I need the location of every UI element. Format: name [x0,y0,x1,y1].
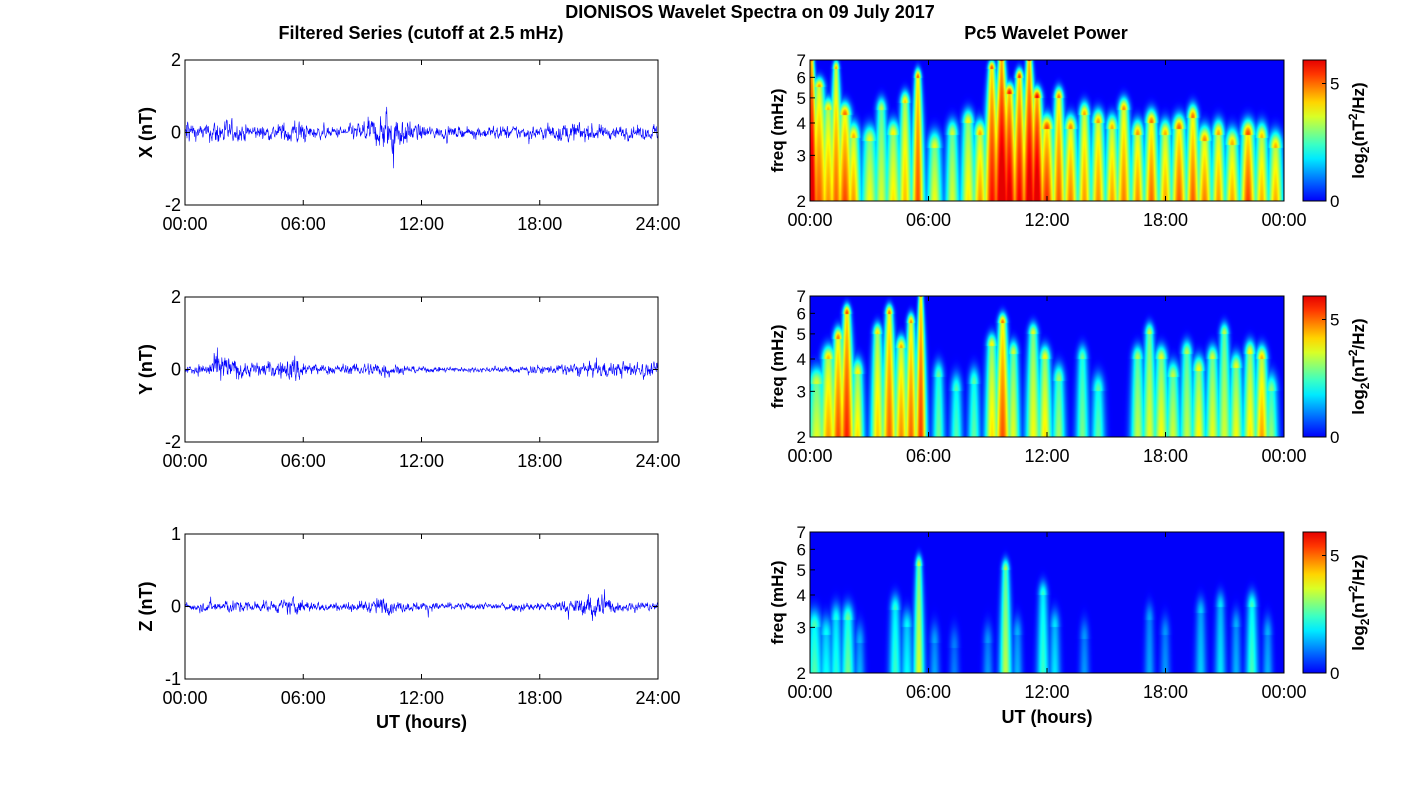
line-y-ytick-label: 2 [171,287,181,307]
wavelet-z-ytick-label: 3 [797,618,806,637]
line-z-xtick-label: 00:00 [162,688,207,708]
line-y-ytick-label: 0 [171,360,181,380]
wavelet-x-xtick-label: 00:00 [787,210,832,230]
wavelet-z-colorbar-tick-label: 0 [1330,664,1339,683]
wavelet-y-xtick-label: 06:00 [906,446,951,466]
wavelet-z-heatmap-image [810,532,1284,673]
wavelet-y-colorbar-label: log2(nT2/Hz) [1346,318,1372,414]
line-x-xtick-label: 24:00 [635,214,680,234]
line-z-xtick-label: 24:00 [635,688,680,708]
line-x-ytick-label: 0 [171,123,181,143]
line-z-ytick-label: -1 [165,669,181,689]
line-y-xtick-label: 24:00 [635,451,680,471]
z-wavelet-panel: 2 3 4 5 67 00:00 06:00 12:00 18:00 00:00 freq (mHz… [768,523,1372,727]
wavelet-z-xtick-label: 06:00 [906,682,951,702]
left-column-title: Filtered Series (cutoff at 2.5 mHz) [278,23,563,43]
line-x-ytick-label: 2 [171,50,181,70]
wavelet-y-ylabel: freq (mHz) [768,324,787,408]
wavelet-x-ytick-label: 4 [797,114,806,133]
line-y-ytick-label: -2 [165,432,181,452]
wavelet-x-ylabel: freq (mHz) [768,88,787,172]
wavelet-x-ytick-label: 6 [797,68,806,87]
line-y-xtick-label: 12:00 [399,451,444,471]
wavelet-z-ytick-label: 2 [797,664,806,683]
wavelet-y-xtick-label: 18:00 [1143,446,1188,466]
x-series-panel: -2 0 2 00:00 06:00 12:00 18:00 24:00 X (nT) [136,50,681,234]
line-z-ylabel: Z (nT) [136,582,156,632]
wavelet-x-ytick-label: 7 [797,51,806,70]
line-x-xtick-label: 18:00 [517,214,562,234]
line-y-series-line [185,347,658,382]
wavelet-z-ytick-label: 7 [797,523,806,542]
line-x-ytick-label: -2 [165,195,181,215]
line-z-xtick-label: 12:00 [399,688,444,708]
wavelet-x-ytick-label: 5 [797,89,806,108]
wavelet-x-heatmap-image [810,60,1284,201]
wavelet-y-ytick-label: 4 [797,350,806,369]
wavelet-x-colorbar-label: log2(nT2/Hz) [1346,82,1372,178]
wavelet-y-ytick-label: 2 [797,428,806,447]
wavelet-z-xtick-label: 18:00 [1143,682,1188,702]
wavelet-y-xtick-label: 00:00 [787,446,832,466]
wavelet-x-ytick-label: 2 [797,192,806,211]
wavelet-x-xtick-label: 12:00 [1024,210,1069,230]
line-x-ylabel: X (nT) [136,107,156,158]
wavelet-x-xtick-label: 06:00 [906,210,951,230]
wavelet-z-colorbar-tick-label: 5 [1330,547,1339,566]
line-x-xtick-label: 12:00 [399,214,444,234]
wavelet-y-colorbar-tick-label: 5 [1330,311,1339,330]
line-z-ytick-label: 1 [171,524,181,544]
wavelet-z-xtick-label: 00:00 [1261,682,1306,702]
wavelet-y-ytick-label: 6 [797,304,806,323]
wavelet-z-xtick-label: 00:00 [787,682,832,702]
line-y-xtick-label: 06:00 [281,451,326,471]
wavelet-y-ytick-label: 7 [797,287,806,306]
wavelet-x-xtick-label: 00:00 [1261,210,1306,230]
wavelet-z-ytick-label: 4 [797,586,806,605]
wavelet-y-xtick-label: 00:00 [1261,446,1306,466]
wavelet-y-ytick-label: 3 [797,382,806,401]
wavelet-z-xtick-label: 12:00 [1024,682,1069,702]
wavelet-z-ytick-label: 6 [797,540,806,559]
line-y-ylabel: Y (nT) [136,344,156,395]
y-series-panel: -2 0 2 00:00 06:00 12:00 18:00 24:00 Y (nT) [136,287,681,471]
wavelet-y-colorbar-tick-label: 0 [1330,428,1339,447]
line-x-xtick-label: 06:00 [281,214,326,234]
wavelet-y-heatmap-image [810,296,1284,437]
wavelet-z-xlabel: UT (hours) [1002,707,1093,727]
wavelet-y-colorbar [1302,295,1327,438]
wavelet-z-ylabel: freq (mHz) [768,560,787,644]
wavelet-z-ytick-label: 5 [797,561,806,580]
line-z-xlabel: UT (hours) [376,712,467,732]
wavelet-x-xtick-label: 18:00 [1143,210,1188,230]
y-wavelet-panel: 2 3 4 5 67 00:00 06:00 12:00 18:00 00:00 freq (mHz… [768,287,1372,466]
z-series-panel: -1 0 1 00:00 06:00 12:00 18:00 24:00 Z (nT) UT (h… [136,524,681,732]
line-z-ytick-label: 0 [171,597,181,617]
line-x-xtick-label: 00:00 [162,214,207,234]
line-x-series-line [185,106,658,169]
wavelet-y-xtick-label: 12:00 [1024,446,1069,466]
wavelet-x-colorbar-tick-label: 5 [1330,75,1339,94]
line-y-xtick-label: 18:00 [517,451,562,471]
line-z-xtick-label: 06:00 [281,688,326,708]
line-z-xtick-label: 18:00 [517,688,562,708]
right-column-title: Pc5 Wavelet Power [964,23,1127,43]
wavelet-z-colorbar [1302,531,1327,674]
figure-title: DIONISOS Wavelet Spectra on 09 July 2017 [565,2,934,22]
wavelet-x-ytick-label: 3 [797,146,806,165]
line-y-xtick-label: 00:00 [162,451,207,471]
x-wavelet-panel: 2 3 4 5 67 00:00 06:00 12:00 18:00 00:00 freq (mHz… [768,51,1372,230]
wavelet-x-colorbar [1302,59,1327,202]
line-z-series-line [185,589,658,622]
wavelet-z-colorbar-label: log2(nT2/Hz) [1346,554,1372,650]
wavelet-y-ytick-label: 5 [797,325,806,344]
wavelet-x-colorbar-tick-label: 0 [1330,192,1339,211]
